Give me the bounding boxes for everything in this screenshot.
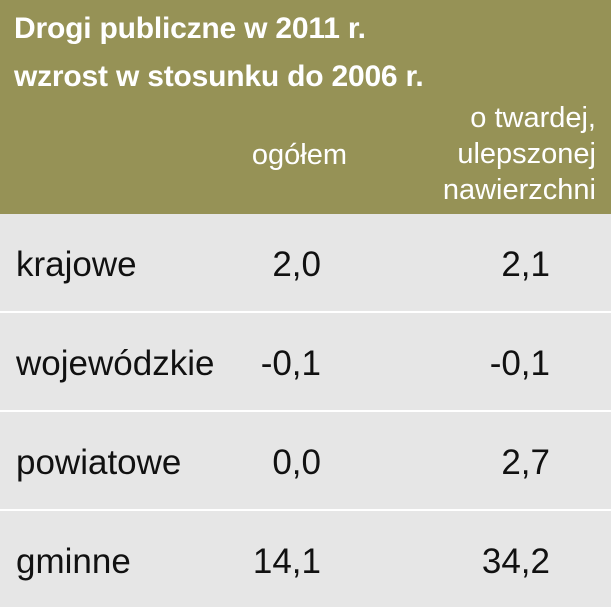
row-value-hard-surface: 34,2 <box>481 542 550 581</box>
row-label: powiatowe <box>16 443 182 482</box>
row-divider <box>0 311 611 313</box>
table-subtitle: wzrost w stosunku do 2006 r. <box>14 60 424 93</box>
row-label: krajowe <box>16 245 137 284</box>
row-label: wojewódzkie <box>16 344 215 383</box>
column-header-hard-surface-line-3: nawierzchni <box>442 174 596 206</box>
table-header: Drogi publiczne w 2011 r. wzrost w stosu… <box>0 0 611 214</box>
column-header-total: ogółem <box>251 139 347 171</box>
table-row: krajowe 2,0 2,1 <box>0 214 611 311</box>
row-value-total: 14,1 <box>252 542 321 581</box>
row-value-hard-surface: 2,1 <box>501 245 550 284</box>
table-row: powiatowe 0,0 2,7 <box>0 412 611 509</box>
row-value-hard-surface: -0,1 <box>489 344 550 383</box>
row-divider <box>0 509 611 511</box>
column-header-hard-surface-line-2: ulepszonej <box>457 138 596 170</box>
column-header-hard-surface: o twardej, ulepszonej nawierzchni <box>443 100 596 208</box>
table-row: gminne 14,1 34,2 <box>0 511 611 607</box>
row-value-total: 2,0 <box>272 245 321 284</box>
table-row: wojewódzkie -0,1 -0,1 <box>0 313 611 410</box>
row-value-total: 0,0 <box>272 443 321 482</box>
row-divider <box>0 410 611 412</box>
row-value-hard-surface: 2,7 <box>501 443 550 482</box>
column-header-hard-surface-line-1: o twardej, <box>470 102 596 134</box>
table-title: Drogi publiczne w 2011 r. <box>14 12 366 45</box>
row-label: gminne <box>16 542 131 581</box>
row-value-total: -0,1 <box>260 344 321 383</box>
